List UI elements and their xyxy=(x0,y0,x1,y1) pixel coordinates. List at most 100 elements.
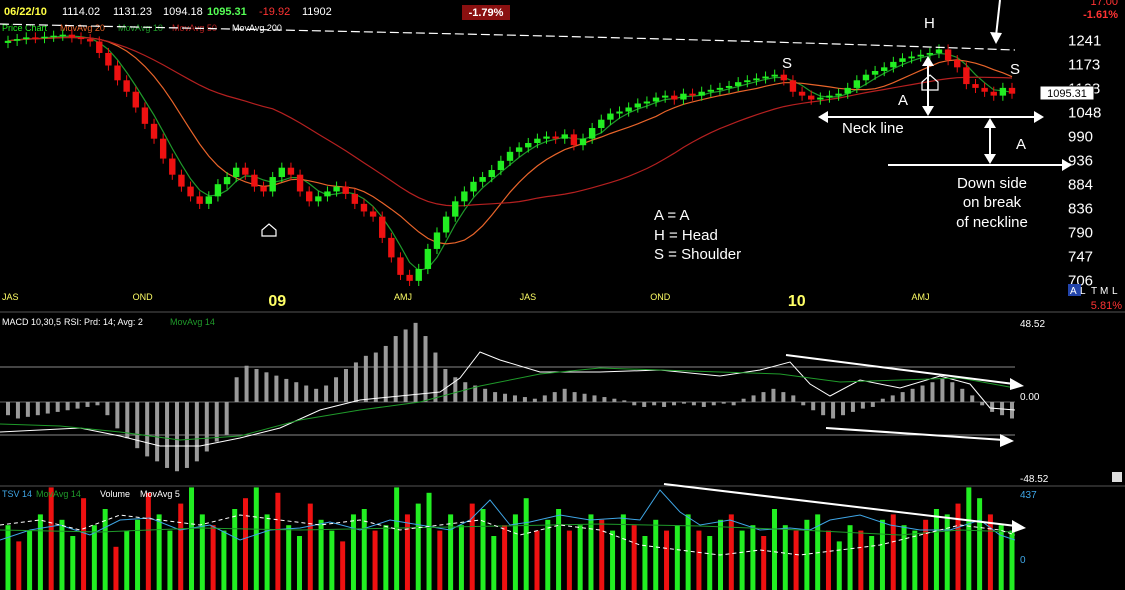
candle-body xyxy=(251,174,258,187)
volume-bar xyxy=(847,525,853,590)
volume-bar xyxy=(340,541,346,590)
volume-bar xyxy=(933,509,939,590)
macd-panel-toggle[interactable] xyxy=(1112,472,1122,482)
macd-bar xyxy=(393,336,398,402)
annot-neck-line: Neck line xyxy=(842,120,904,137)
annot-a-right: A xyxy=(1016,136,1026,153)
candle-body xyxy=(497,160,505,171)
macd-bar xyxy=(373,352,378,402)
macd-bar xyxy=(423,336,428,402)
macd-bar xyxy=(85,402,90,407)
volume-bar xyxy=(836,541,842,590)
time-axis: JAS OND 09 AMJ JAS OND 10 AMJ xyxy=(2,292,930,310)
candle-body xyxy=(424,248,432,269)
candle-body xyxy=(844,87,851,94)
macd-bar xyxy=(463,382,468,402)
volume-bar xyxy=(318,519,324,590)
candle-body xyxy=(671,95,678,100)
candle-body xyxy=(525,143,532,148)
macd-bar xyxy=(552,392,557,402)
volume-bar xyxy=(415,503,421,590)
candle-body xyxy=(178,174,185,187)
candle-body xyxy=(890,61,897,68)
price-axis-tick: 1241 xyxy=(1068,32,1101,49)
volume-bar xyxy=(879,519,885,590)
candle-body xyxy=(762,76,769,79)
macd-bar xyxy=(990,402,995,412)
macd-upper-arrowhead xyxy=(1010,378,1024,390)
candle-body xyxy=(315,196,322,202)
volume-bar xyxy=(491,536,497,590)
volume-bar xyxy=(70,536,76,590)
macd-bar xyxy=(870,402,875,407)
volume-bar xyxy=(977,498,983,590)
volume-bar xyxy=(825,530,831,590)
macd-bar xyxy=(493,392,498,402)
macd-bar xyxy=(781,392,786,402)
macd-bar xyxy=(204,402,209,452)
volume-bar xyxy=(448,514,454,590)
macd-label: MACD 10,30,5 xyxy=(2,317,61,327)
candle-body xyxy=(753,78,760,81)
candle-body xyxy=(150,123,158,139)
candle-body xyxy=(132,91,139,108)
candle-body xyxy=(388,237,395,258)
annot-shoulder-right: S xyxy=(1010,61,1020,78)
volume-bar xyxy=(178,503,184,590)
tsv-ma-label: MovAvg 14 xyxy=(36,489,81,499)
candle-body xyxy=(917,54,924,57)
macd-bar xyxy=(363,355,368,402)
volume-bar xyxy=(534,530,540,590)
candle-body xyxy=(972,84,979,88)
range-button-l[interactable]: L xyxy=(1080,286,1086,297)
volume-bar xyxy=(620,514,626,590)
legend-ma200: MovAvg 200 xyxy=(232,23,282,33)
volume-bar xyxy=(782,525,788,590)
volume-bar xyxy=(350,514,356,590)
range-button-t[interactable]: T xyxy=(1091,286,1097,297)
volume-bar xyxy=(556,509,562,590)
macd-bar xyxy=(821,402,826,416)
volume-bar xyxy=(59,519,65,590)
range-button-a-bg[interactable] xyxy=(1068,284,1081,296)
range-button-m[interactable]: M xyxy=(1100,286,1108,297)
volume-bar xyxy=(987,514,993,590)
price-axis-tick: 884 xyxy=(1068,177,1093,194)
rsi-label: RSI: Prd: 14; Avg: 2 xyxy=(64,317,143,327)
volume-bar xyxy=(307,503,313,590)
candle-body xyxy=(4,40,12,43)
header-close: 1095.31 xyxy=(207,6,247,18)
volume-bar xyxy=(707,536,713,590)
macd-bar xyxy=(135,402,140,449)
candle-body xyxy=(598,119,605,129)
volume-bar xyxy=(599,519,605,590)
macd-bar xyxy=(353,362,358,402)
macd-bar xyxy=(950,382,955,402)
candle-body xyxy=(935,49,943,53)
macd-bar xyxy=(582,393,587,402)
candle-body xyxy=(579,138,587,146)
candle-body xyxy=(707,89,714,92)
volume-bar xyxy=(27,530,33,590)
volume-bar xyxy=(923,519,929,590)
volume-bar xyxy=(199,514,205,590)
volume-bar xyxy=(113,546,119,590)
price-axis-tick: 836 xyxy=(1068,200,1093,217)
right-top-value: -1.61% xyxy=(1083,9,1118,21)
annot-downside-1: Down side xyxy=(957,175,1027,192)
candle-body xyxy=(86,39,94,42)
volume-bar xyxy=(243,498,249,590)
candle-body xyxy=(570,134,578,146)
macd-bar xyxy=(224,402,229,435)
candle-body xyxy=(552,136,559,139)
candle-body xyxy=(698,91,705,96)
volume-bar xyxy=(372,530,378,590)
candle-body xyxy=(360,203,368,212)
macd-histogram xyxy=(6,322,1014,472)
macd-bar xyxy=(572,392,577,402)
volume-bar xyxy=(135,519,141,590)
volume-bar xyxy=(577,525,583,590)
macd-bar xyxy=(831,402,836,419)
range-button-a[interactable]: A xyxy=(1070,286,1077,297)
range-button-l2[interactable]: L xyxy=(1112,286,1118,297)
